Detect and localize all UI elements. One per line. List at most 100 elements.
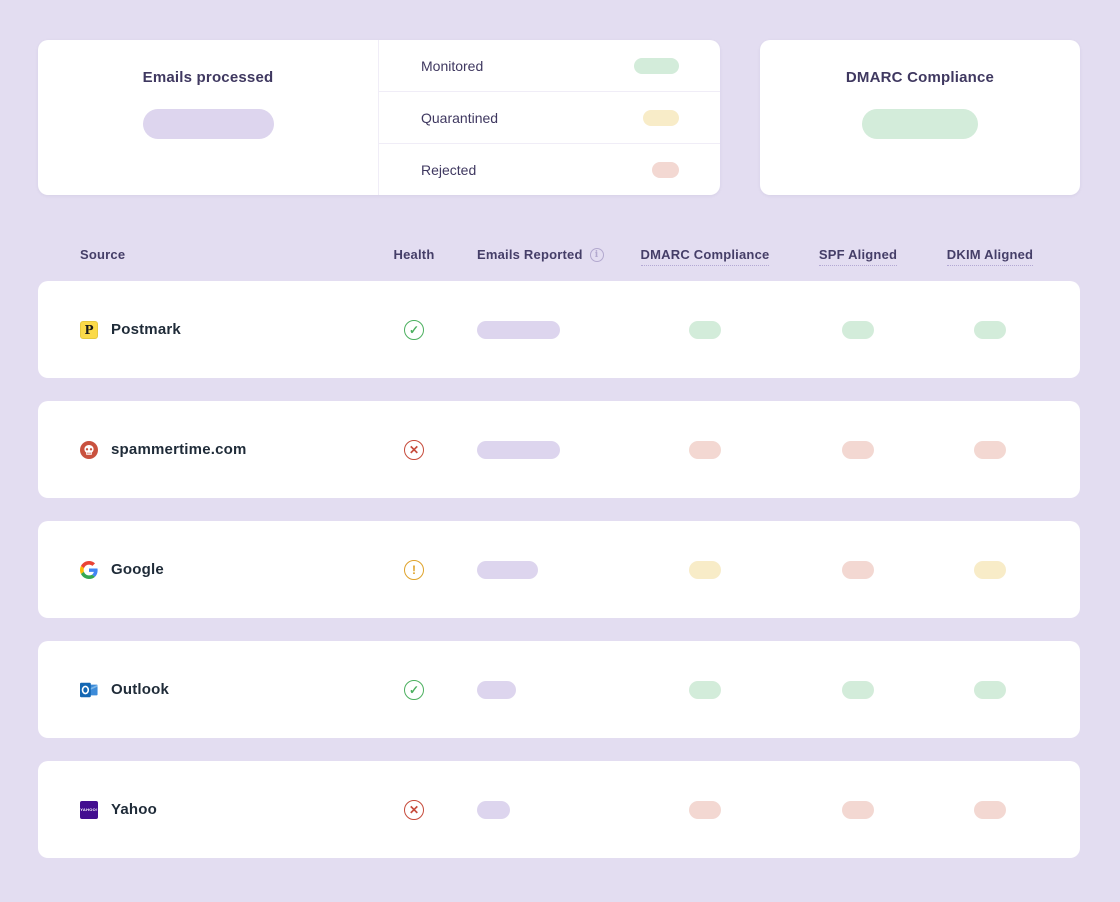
dkim-aligned-cell <box>936 440 1044 459</box>
health-cell: ✓ <box>376 679 452 700</box>
legend-label: Quarantined <box>421 109 499 126</box>
column-header-label: SPF Aligned <box>818 247 898 266</box>
spam-skull-icon <box>80 440 98 459</box>
dmarc-compliance-cell <box>630 320 780 339</box>
table-row-spammertime[interactable]: spammertime.com ✕ <box>38 401 1080 498</box>
spf-aligned-cell <box>780 560 936 579</box>
health-cell: ! <box>376 559 452 580</box>
health-cell: ✓ <box>376 319 452 340</box>
spf-aligned-value-pill <box>842 800 874 819</box>
legend-label: Rejected <box>421 161 477 178</box>
dmarc-compliance-value-pill <box>689 800 721 819</box>
column-header-label: DKIM Aligned <box>946 247 1034 266</box>
source-name: Postmark <box>111 321 181 338</box>
info-icon[interactable]: i <box>589 247 604 262</box>
emails-processed-title: Emails processed <box>142 69 274 86</box>
health-error-icon: ✕ <box>404 799 424 820</box>
source-name: Outlook <box>111 681 170 698</box>
dmarc-compliance-value-pill <box>862 109 978 139</box>
processed-legend: Monitored Quarantined Rejected <box>379 40 720 195</box>
dmarc-compliance-cell <box>630 800 780 819</box>
source-cell: spammertime.com <box>38 440 376 459</box>
source-name: spammertime.com <box>111 441 247 458</box>
emails-reported-value-pill <box>477 680 516 699</box>
dmarc-compliance-value-pill <box>689 320 721 339</box>
legend-row-quarantined: Quarantined <box>379 91 720 143</box>
emails-processed-panel: Emails processed <box>38 40 379 195</box>
spf-aligned-value-pill <box>842 560 874 579</box>
spf-aligned-cell <box>780 320 936 339</box>
health-success-icon: ✓ <box>404 319 424 340</box>
emails-reported-value-pill <box>477 800 510 819</box>
column-header-dmarc-compliance[interactable]: DMARC Compliance <box>630 247 780 266</box>
dmarc-compliance-cell <box>630 680 780 699</box>
dkim-aligned-value-pill <box>974 320 1006 339</box>
health-cell: ✕ <box>376 439 452 460</box>
column-header-health: Health <box>393 247 435 262</box>
postmark-logo-icon: P <box>80 320 98 339</box>
spf-aligned-cell <box>780 440 936 459</box>
column-header-source: Source <box>80 247 126 262</box>
emails-reported-value-pill <box>477 560 538 579</box>
spf-aligned-value-pill <box>842 680 874 699</box>
emails-reported-cell <box>452 560 630 579</box>
legend-label: Monitored <box>421 57 484 74</box>
source-cell: YAHOO! Yahoo <box>38 800 376 819</box>
health-success-icon: ✓ <box>404 679 424 700</box>
column-header-label: DMARC Compliance <box>640 247 770 266</box>
dmarc-compliance-value-pill <box>689 440 721 459</box>
legend-value-pill <box>634 57 679 74</box>
spf-aligned-value-pill <box>842 320 874 339</box>
source-cell: Google <box>38 560 376 579</box>
dkim-aligned-cell <box>936 560 1044 579</box>
table-row-postmark[interactable]: P Postmark ✓ <box>38 281 1080 378</box>
dkim-aligned-value-pill <box>974 560 1006 579</box>
table-row-yahoo[interactable]: YAHOO! Yahoo ✕ <box>38 761 1080 858</box>
legend-value-pill <box>643 109 679 126</box>
legend-row-rejected: Rejected <box>379 143 720 195</box>
spf-aligned-value-pill <box>842 440 874 459</box>
dkim-aligned-value-pill <box>974 440 1006 459</box>
emails-reported-cell <box>452 800 630 819</box>
emails-reported-cell <box>452 320 630 339</box>
dmarc-compliance-title: DMARC Compliance <box>845 69 995 86</box>
column-header-dkim-aligned[interactable]: DKIM Aligned <box>936 247 1044 266</box>
outlook-logo-icon <box>80 681 98 699</box>
dkim-aligned-cell <box>936 680 1044 699</box>
table-row-google[interactable]: Google ! <box>38 521 1080 618</box>
health-cell: ✕ <box>376 799 452 820</box>
source-name: Yahoo <box>111 801 158 818</box>
google-logo-icon <box>80 560 98 579</box>
column-header-emails-reported: Emails Reported i <box>452 247 630 262</box>
emails-reported-value-pill <box>477 440 560 459</box>
column-header-spf-aligned[interactable]: SPF Aligned <box>780 247 936 266</box>
legend-value-pill <box>652 161 679 178</box>
emails-processed-value-pill <box>142 109 274 139</box>
column-header-label: Emails Reported <box>477 247 583 262</box>
table-row-outlook[interactable]: Outlook ✓ <box>38 641 1080 738</box>
emails-reported-value-pill <box>477 320 560 339</box>
source-cell: P Postmark <box>38 320 376 339</box>
source-cell: Outlook <box>38 681 376 699</box>
emails-processed-card: Emails processed Monitored Quarantined R… <box>38 40 720 195</box>
spf-aligned-cell <box>780 800 936 819</box>
dmarc-compliance-cell <box>630 440 780 459</box>
emails-reported-cell <box>452 440 630 459</box>
legend-row-monitored: Monitored <box>379 40 720 91</box>
spf-aligned-cell <box>780 680 936 699</box>
dmarc-dashboard: Emails processed Monitored Quarantined R… <box>38 40 1080 858</box>
dmarc-compliance-card: DMARC Compliance <box>760 40 1080 195</box>
dkim-aligned-cell <box>936 320 1044 339</box>
dmarc-compliance-value-pill <box>689 680 721 699</box>
dkim-aligned-value-pill <box>974 680 1006 699</box>
health-warning-icon: ! <box>404 559 424 580</box>
dmarc-compliance-cell <box>630 560 780 579</box>
dmarc-compliance-value-pill <box>689 560 721 579</box>
yahoo-logo-icon: YAHOO! <box>80 800 98 819</box>
dkim-aligned-cell <box>936 800 1044 819</box>
emails-reported-cell <box>452 680 630 699</box>
health-error-icon: ✕ <box>404 439 424 460</box>
summary-section: Emails processed Monitored Quarantined R… <box>38 40 1080 195</box>
sources-table-header: Source Health Emails Reported i DMARC Co… <box>38 247 1080 266</box>
dkim-aligned-value-pill <box>974 800 1006 819</box>
